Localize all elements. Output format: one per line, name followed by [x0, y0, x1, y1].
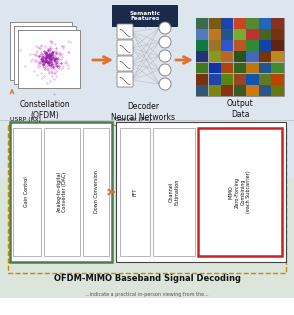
FancyBboxPatch shape	[117, 72, 133, 87]
Bar	[234, 51, 246, 62]
Text: Decoder
Neural Networks: Decoder Neural Networks	[111, 102, 175, 122]
Bar	[234, 29, 246, 40]
Bar	[246, 18, 258, 29]
Bar	[196, 74, 208, 84]
Bar	[246, 63, 258, 73]
Circle shape	[159, 78, 171, 90]
Bar	[208, 74, 221, 84]
Circle shape	[159, 50, 171, 62]
Bar	[234, 40, 246, 51]
Text: Constellation
(OFDM): Constellation (OFDM)	[20, 100, 70, 120]
Bar	[271, 18, 284, 29]
Bar	[0, 0, 294, 178]
Bar	[44, 128, 80, 256]
Bar	[13, 128, 41, 256]
Bar	[271, 74, 284, 84]
Text: Down Conversion: Down Conversion	[93, 170, 98, 214]
Bar	[221, 51, 233, 62]
FancyBboxPatch shape	[117, 56, 133, 71]
Bar	[246, 29, 258, 40]
Bar	[246, 40, 258, 51]
Bar	[271, 29, 284, 40]
Bar	[221, 74, 233, 84]
Bar	[208, 40, 221, 51]
Text: OFDM-MIMO Baseband Signal Decoding: OFDM-MIMO Baseband Signal Decoding	[54, 274, 240, 283]
Text: Analog-to-digital
Converter (DAC): Analog-to-digital Converter (DAC)	[57, 171, 67, 213]
Circle shape	[159, 64, 171, 76]
FancyBboxPatch shape	[117, 40, 133, 55]
Bar	[0, 298, 294, 315]
Bar	[221, 40, 233, 51]
Bar	[271, 63, 284, 73]
Bar	[259, 40, 271, 51]
Bar	[246, 85, 258, 96]
Circle shape	[159, 36, 171, 48]
Bar	[259, 51, 271, 62]
Bar	[208, 18, 221, 29]
Bar	[14, 26, 76, 84]
Text: Output
Data: Output Data	[227, 99, 253, 119]
Bar	[83, 128, 109, 256]
Bar	[10, 22, 72, 80]
Bar	[196, 51, 208, 62]
Bar	[221, 85, 233, 96]
Bar	[196, 85, 208, 96]
Bar	[259, 63, 271, 73]
Bar	[259, 74, 271, 84]
Text: USRP (Rx): USRP (Rx)	[10, 117, 41, 122]
Bar	[221, 29, 233, 40]
Bar	[246, 51, 258, 62]
FancyBboxPatch shape	[117, 24, 133, 39]
Bar	[196, 18, 284, 96]
Text: Channel
Estimation: Channel Estimation	[168, 179, 179, 205]
Bar	[234, 74, 246, 84]
Bar	[112, 5, 178, 27]
Bar	[259, 29, 271, 40]
Bar	[259, 85, 271, 96]
Text: FFT: FFT	[133, 188, 138, 196]
Bar	[234, 18, 246, 29]
Bar	[221, 18, 233, 29]
Bar	[153, 128, 195, 256]
Bar	[18, 30, 80, 88]
Text: MIMO
Zero-Forcing
Combining
(each Subcarrier): MIMO Zero-Forcing Combining (each Subcar…	[229, 171, 251, 213]
Bar	[196, 40, 208, 51]
Bar	[196, 18, 208, 29]
Bar	[259, 18, 271, 29]
Bar	[208, 63, 221, 73]
Bar	[271, 40, 284, 51]
Bar	[208, 29, 221, 40]
Bar	[246, 74, 258, 84]
Bar	[208, 51, 221, 62]
Bar	[234, 63, 246, 73]
Text: Server (PC): Server (PC)	[116, 117, 151, 122]
Bar	[208, 85, 221, 96]
Circle shape	[159, 22, 171, 34]
Bar	[198, 128, 282, 256]
Bar	[116, 122, 286, 262]
Bar	[8, 125, 286, 273]
Bar	[120, 128, 150, 256]
Text: Semantic
Features: Semantic Features	[129, 11, 161, 21]
Bar	[196, 29, 208, 40]
Bar	[221, 63, 233, 73]
Text: ...indicate a practical in-person viewing from the...: ...indicate a practical in-person viewin…	[85, 292, 209, 297]
Bar	[196, 63, 208, 73]
Bar	[0, 178, 294, 298]
Bar	[10, 122, 112, 262]
Bar	[271, 85, 284, 96]
Bar	[271, 51, 284, 62]
Bar	[234, 85, 246, 96]
Text: Gain Control: Gain Control	[24, 177, 29, 207]
